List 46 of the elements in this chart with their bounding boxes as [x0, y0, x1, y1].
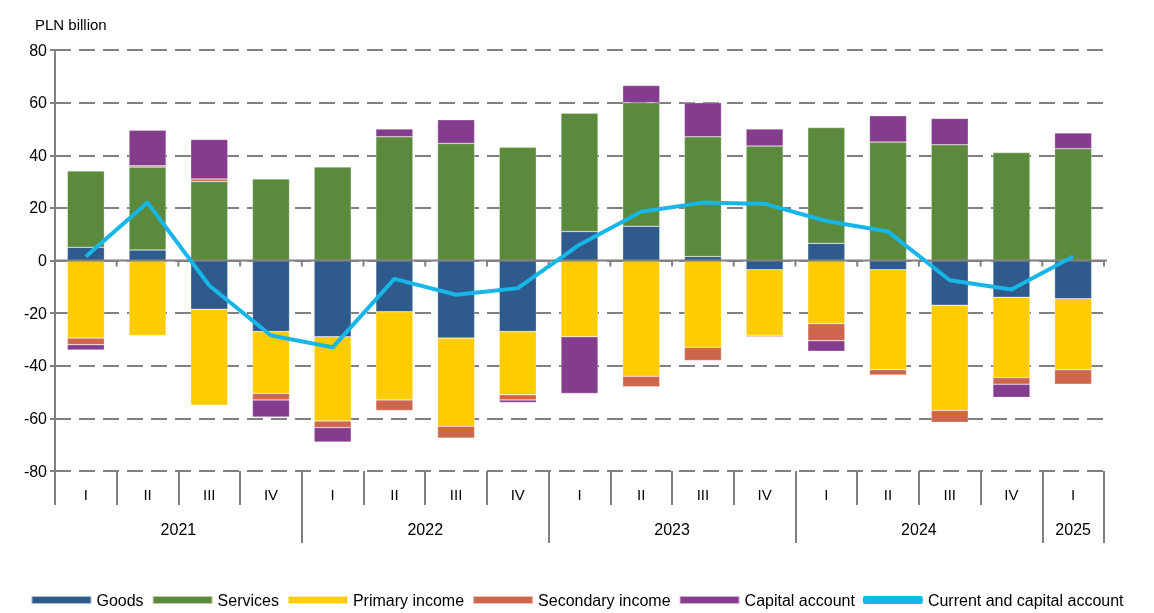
- x-tick-label: I: [824, 486, 829, 503]
- line-series: [83, 200, 1076, 350]
- x-tick-label: III: [449, 486, 463, 503]
- x-tick-label: II: [637, 486, 646, 503]
- x-tick-label: I: [330, 486, 335, 503]
- y-axis-title: PLN billion: [35, 16, 107, 33]
- bar: [129, 260, 167, 336]
- legend-label: Primary income: [352, 591, 465, 609]
- bar: [499, 147, 537, 261]
- x-tick-label: III: [943, 486, 956, 503]
- text: 2024: [901, 520, 937, 538]
- text: 2021: [160, 520, 197, 538]
- y-tick-label: -40: [23, 357, 48, 375]
- x-tick-label: II: [883, 486, 893, 503]
- y-tick-label: -20: [23, 304, 48, 322]
- x-tick-label: II: [143, 486, 152, 503]
- x-tick-label: IV: [757, 486, 772, 503]
- y-tick-label: 20: [29, 199, 48, 217]
- x-tick-label: IV: [263, 486, 279, 503]
- text: 2025: [1055, 520, 1092, 538]
- bar: [252, 178, 290, 261]
- x-tick-label: I: [83, 486, 88, 503]
- x-tick-label: III: [203, 486, 216, 503]
- y-tick-label: 40: [29, 146, 48, 164]
- y-tick-label: -60: [23, 409, 48, 427]
- legend-label: Current and capital account: [927, 591, 1125, 609]
- text: 2023: [654, 520, 690, 538]
- y-tick-label: 60: [29, 94, 48, 112]
- bar: [190, 181, 228, 261]
- x-tick-label: I: [1071, 486, 1076, 503]
- y-tick-label: -80: [23, 462, 48, 480]
- legend-label: Services: [217, 591, 279, 609]
- legend-label: Secondary income: [538, 591, 671, 609]
- bar: [314, 167, 352, 261]
- y-tick-label: 80: [29, 41, 48, 59]
- legend-label: Goods: [96, 591, 144, 609]
- x-tick-label: II: [390, 486, 399, 503]
- bar: [992, 152, 1030, 261]
- x-tick-label: IV: [1004, 486, 1019, 503]
- bar: [190, 139, 228, 179]
- x-tick-label: III: [696, 486, 710, 503]
- legend-label: Capital account: [744, 591, 856, 609]
- text: 2022: [407, 520, 444, 538]
- x-tick-label: IV: [510, 486, 525, 503]
- x-tick-label: I: [577, 486, 582, 503]
- y-tick-label: 0: [38, 252, 48, 269]
